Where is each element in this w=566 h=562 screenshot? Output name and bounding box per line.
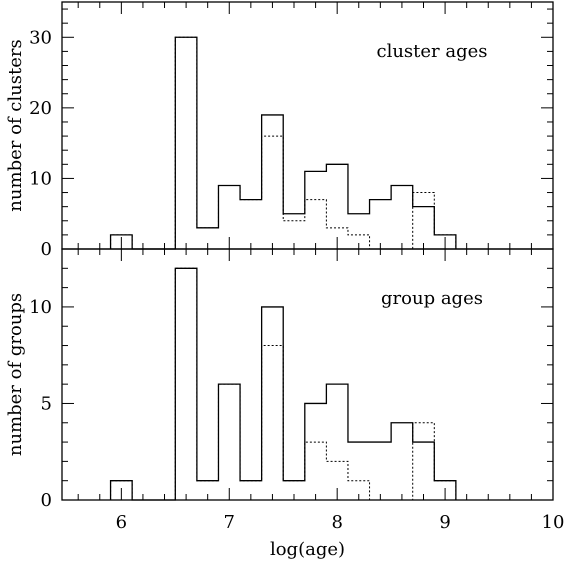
y-tick-label: 0 xyxy=(41,490,52,511)
x-axis-title: log(age) xyxy=(270,539,345,560)
y-tick-label: 0 xyxy=(41,239,52,260)
cluster-ages-panel: 0 10 20 30 cluster ages number of clusters xyxy=(5,1,554,260)
x-tick-label: 9 xyxy=(439,512,450,533)
y-tick-label: 10 xyxy=(29,297,52,318)
x-tick-label: 10 xyxy=(542,512,565,533)
y-tick-label: 20 xyxy=(29,98,52,119)
x-tick-label: 7 xyxy=(224,512,235,533)
y-tick-label: 30 xyxy=(29,27,52,48)
histogram-dotted-line xyxy=(110,267,457,501)
cluster-ages-histogram xyxy=(109,36,457,250)
y-axis-title-clusters: number of clusters xyxy=(5,39,26,211)
cluster-ages-plot-frame xyxy=(61,1,554,250)
x-tick-label: 6 xyxy=(116,512,127,533)
cluster-ages-axes: 0 10 20 30 xyxy=(29,2,554,260)
group-ages-annotation: group ages xyxy=(381,288,483,309)
group-ages-plot-frame xyxy=(61,248,554,501)
group-ages-histogram xyxy=(109,267,457,501)
x-axis-tick-labels: 6 7 8 9 10 xyxy=(116,512,565,533)
y-tick-label: 10 xyxy=(29,168,52,189)
cluster-ages-annotation: cluster ages xyxy=(376,41,487,62)
y-axis-title-groups: number of groups xyxy=(5,293,26,456)
group-ages-panel: 0 5 10 group ages number of groups xyxy=(5,248,554,511)
y-tick-label: 5 xyxy=(41,393,52,414)
group-ages-axes: 0 5 10 xyxy=(29,248,554,511)
x-tick-label: 8 xyxy=(331,512,342,533)
